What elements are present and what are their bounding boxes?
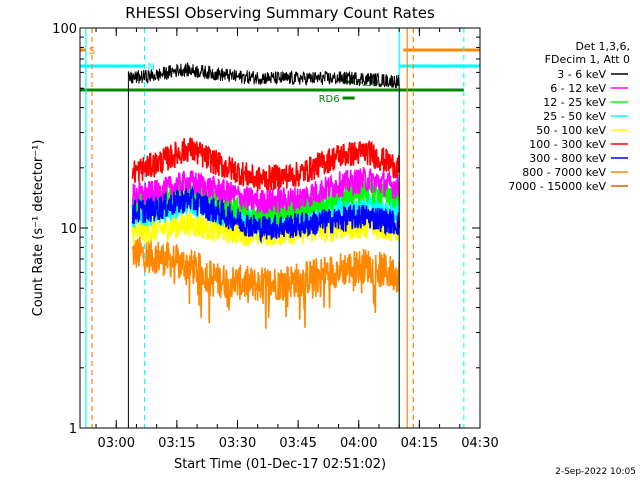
flag-label-2: N: [148, 62, 155, 73]
flag-label-0: S: [89, 46, 95, 57]
x-tick-label-4: 04:00: [340, 436, 377, 451]
legend-header-1: FDecim 1, Att 0: [545, 53, 630, 66]
y-tick-label-2: 100: [52, 22, 77, 37]
x-tick-label-6: 04:30: [461, 436, 498, 451]
y-tick-label-0: 1: [69, 422, 77, 437]
legend-label-7: 800 - 7000 keV: [522, 166, 606, 179]
legend-label-8: 7000 - 15000 keV: [508, 180, 606, 193]
series-0: [127, 62, 400, 428]
y-tick-label-1: 10: [60, 222, 77, 237]
legend-label-0: 3 - 6 keV: [557, 68, 606, 81]
chart-title: RHESSI Observing Summary Count Rates: [125, 4, 435, 22]
x-axis: 03:00 03:15 03:30 03:45 04:00 04:15 04:30: [95, 28, 499, 451]
series-6: [131, 187, 400, 244]
x-axis-label: Start Time (01-Dec-17 02:51:02): [174, 457, 386, 472]
x-tick-label-2: 03:30: [219, 436, 256, 451]
x-tick-label-1: 03:15: [158, 436, 195, 451]
flag-layer: S N RD0 RD6: [80, 46, 480, 105]
y-axis: 1 10 100: [52, 22, 480, 437]
legend-label-3: 25 - 50 keV: [543, 110, 606, 123]
legend-label-1: 6 - 12 keV: [550, 82, 606, 95]
series-5: [131, 137, 400, 192]
legend-label-4: 50 - 100 keV: [536, 124, 606, 137]
y-axis-label: Count Rate (s⁻¹ detector⁻¹): [31, 140, 46, 317]
vline-layer: [85, 28, 465, 428]
series-layer: [127, 62, 400, 428]
legend-label-2: 12 - 25 keV: [543, 96, 606, 109]
timestamp: 2-Sep-2022 10:05: [555, 467, 636, 477]
flag-label-4: RD0: [358, 78, 379, 89]
x-tick-label-0: 03:00: [98, 436, 135, 451]
legend-label-6: 300 - 800 keV: [529, 152, 606, 165]
series-7: [131, 236, 400, 329]
legend-header-0: Det 1,3,6,: [575, 40, 630, 53]
legend-label-5: 100 - 300 keV: [529, 138, 606, 151]
x-tick-label-5: 04:15: [401, 436, 438, 451]
flag-label-6: RD6: [319, 94, 340, 105]
x-tick-label-3: 03:45: [279, 436, 316, 451]
